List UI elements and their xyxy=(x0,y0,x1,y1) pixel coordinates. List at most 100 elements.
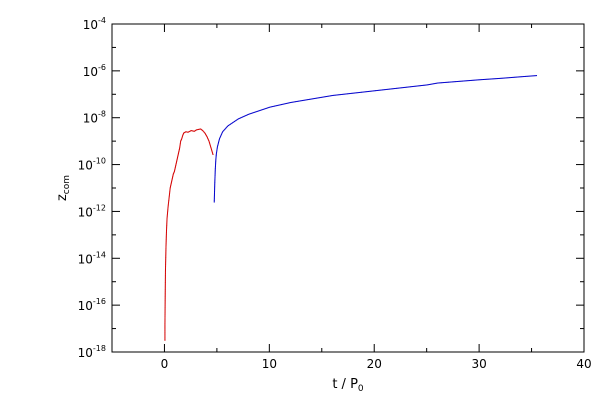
data-point xyxy=(277,104,279,106)
data-point xyxy=(247,114,249,116)
data-point xyxy=(169,189,171,191)
data-point xyxy=(275,105,277,107)
data-point xyxy=(309,98,311,100)
data-point xyxy=(316,97,318,99)
data-point xyxy=(168,200,170,202)
data-point xyxy=(164,277,166,279)
data-point xyxy=(164,312,166,314)
data-point xyxy=(200,128,202,130)
data-point xyxy=(164,289,166,291)
data-point xyxy=(223,129,225,131)
data-point xyxy=(215,164,217,166)
data-point xyxy=(211,150,213,152)
data-point xyxy=(218,142,220,144)
data-point xyxy=(172,175,174,177)
data-point xyxy=(176,161,178,163)
x-axis-label: t / P0 xyxy=(332,377,364,394)
data-point xyxy=(174,169,176,171)
data-point xyxy=(442,82,444,84)
data-point xyxy=(443,82,445,84)
data-point xyxy=(525,75,526,77)
y-axis-label: zcom xyxy=(55,175,72,201)
data-point xyxy=(180,140,182,142)
data-point xyxy=(231,122,233,124)
data-point xyxy=(325,96,327,98)
data-point xyxy=(329,95,331,97)
data-point xyxy=(166,214,168,216)
data-point xyxy=(395,87,397,89)
data-point xyxy=(179,146,181,148)
x-axis-label-main: t / P xyxy=(332,377,358,392)
data-point xyxy=(351,92,353,94)
data-point xyxy=(169,186,171,188)
data-point xyxy=(419,85,421,87)
data-point xyxy=(212,153,214,155)
data-point xyxy=(214,170,216,172)
data-point xyxy=(487,78,489,80)
data-point xyxy=(293,101,295,103)
data-point xyxy=(217,142,219,144)
data-point xyxy=(322,96,324,98)
data-point xyxy=(171,179,173,181)
data-point xyxy=(164,292,166,294)
data-point xyxy=(529,75,531,77)
data-point xyxy=(469,80,471,82)
data-point xyxy=(409,86,411,88)
data-point xyxy=(164,294,166,296)
data-point xyxy=(226,126,228,128)
data-point xyxy=(165,266,167,268)
data-point xyxy=(462,80,464,82)
data-point xyxy=(215,156,217,158)
data-point xyxy=(237,118,239,120)
data-point xyxy=(164,326,166,328)
data-point xyxy=(184,131,186,133)
y-axis-label-sub: com xyxy=(62,175,72,194)
data-point xyxy=(202,130,204,132)
data-point xyxy=(249,113,251,115)
data-point xyxy=(178,150,180,152)
data-point xyxy=(505,77,507,79)
data-point xyxy=(402,87,404,89)
data-point xyxy=(165,246,167,248)
data-point xyxy=(164,276,166,278)
data-point xyxy=(435,82,437,84)
data-point xyxy=(280,104,282,106)
data-point xyxy=(164,290,166,292)
data-point xyxy=(285,103,287,105)
data-point xyxy=(528,75,530,77)
data-point xyxy=(208,141,210,143)
data-point xyxy=(376,90,378,92)
data-point xyxy=(164,306,166,308)
data-point xyxy=(170,184,172,186)
data-point xyxy=(281,103,283,105)
data-point xyxy=(401,87,403,89)
data-point xyxy=(165,242,167,244)
data-point xyxy=(197,129,199,131)
data-point xyxy=(213,200,215,201)
data-point xyxy=(521,76,523,78)
data-point xyxy=(297,100,299,102)
data-point xyxy=(312,98,314,100)
data-point xyxy=(175,163,177,165)
y-tick-label: 10-16 xyxy=(78,297,106,313)
data-point xyxy=(214,173,216,175)
data-point xyxy=(164,308,166,310)
data-point xyxy=(239,117,241,119)
data-point xyxy=(181,136,183,138)
data-point xyxy=(167,210,169,212)
data-point xyxy=(336,94,338,96)
data-point xyxy=(337,94,339,96)
data-point xyxy=(164,321,166,323)
data-point xyxy=(164,275,166,277)
data-point xyxy=(214,190,216,192)
data-point xyxy=(164,296,166,298)
data-point xyxy=(233,121,235,123)
data-point xyxy=(406,86,408,88)
data-point xyxy=(535,75,537,77)
data-point xyxy=(329,95,331,97)
data-point xyxy=(367,91,369,93)
data-point xyxy=(450,81,452,83)
data-point xyxy=(489,78,491,80)
data-point xyxy=(164,287,166,289)
data-point xyxy=(434,83,436,85)
